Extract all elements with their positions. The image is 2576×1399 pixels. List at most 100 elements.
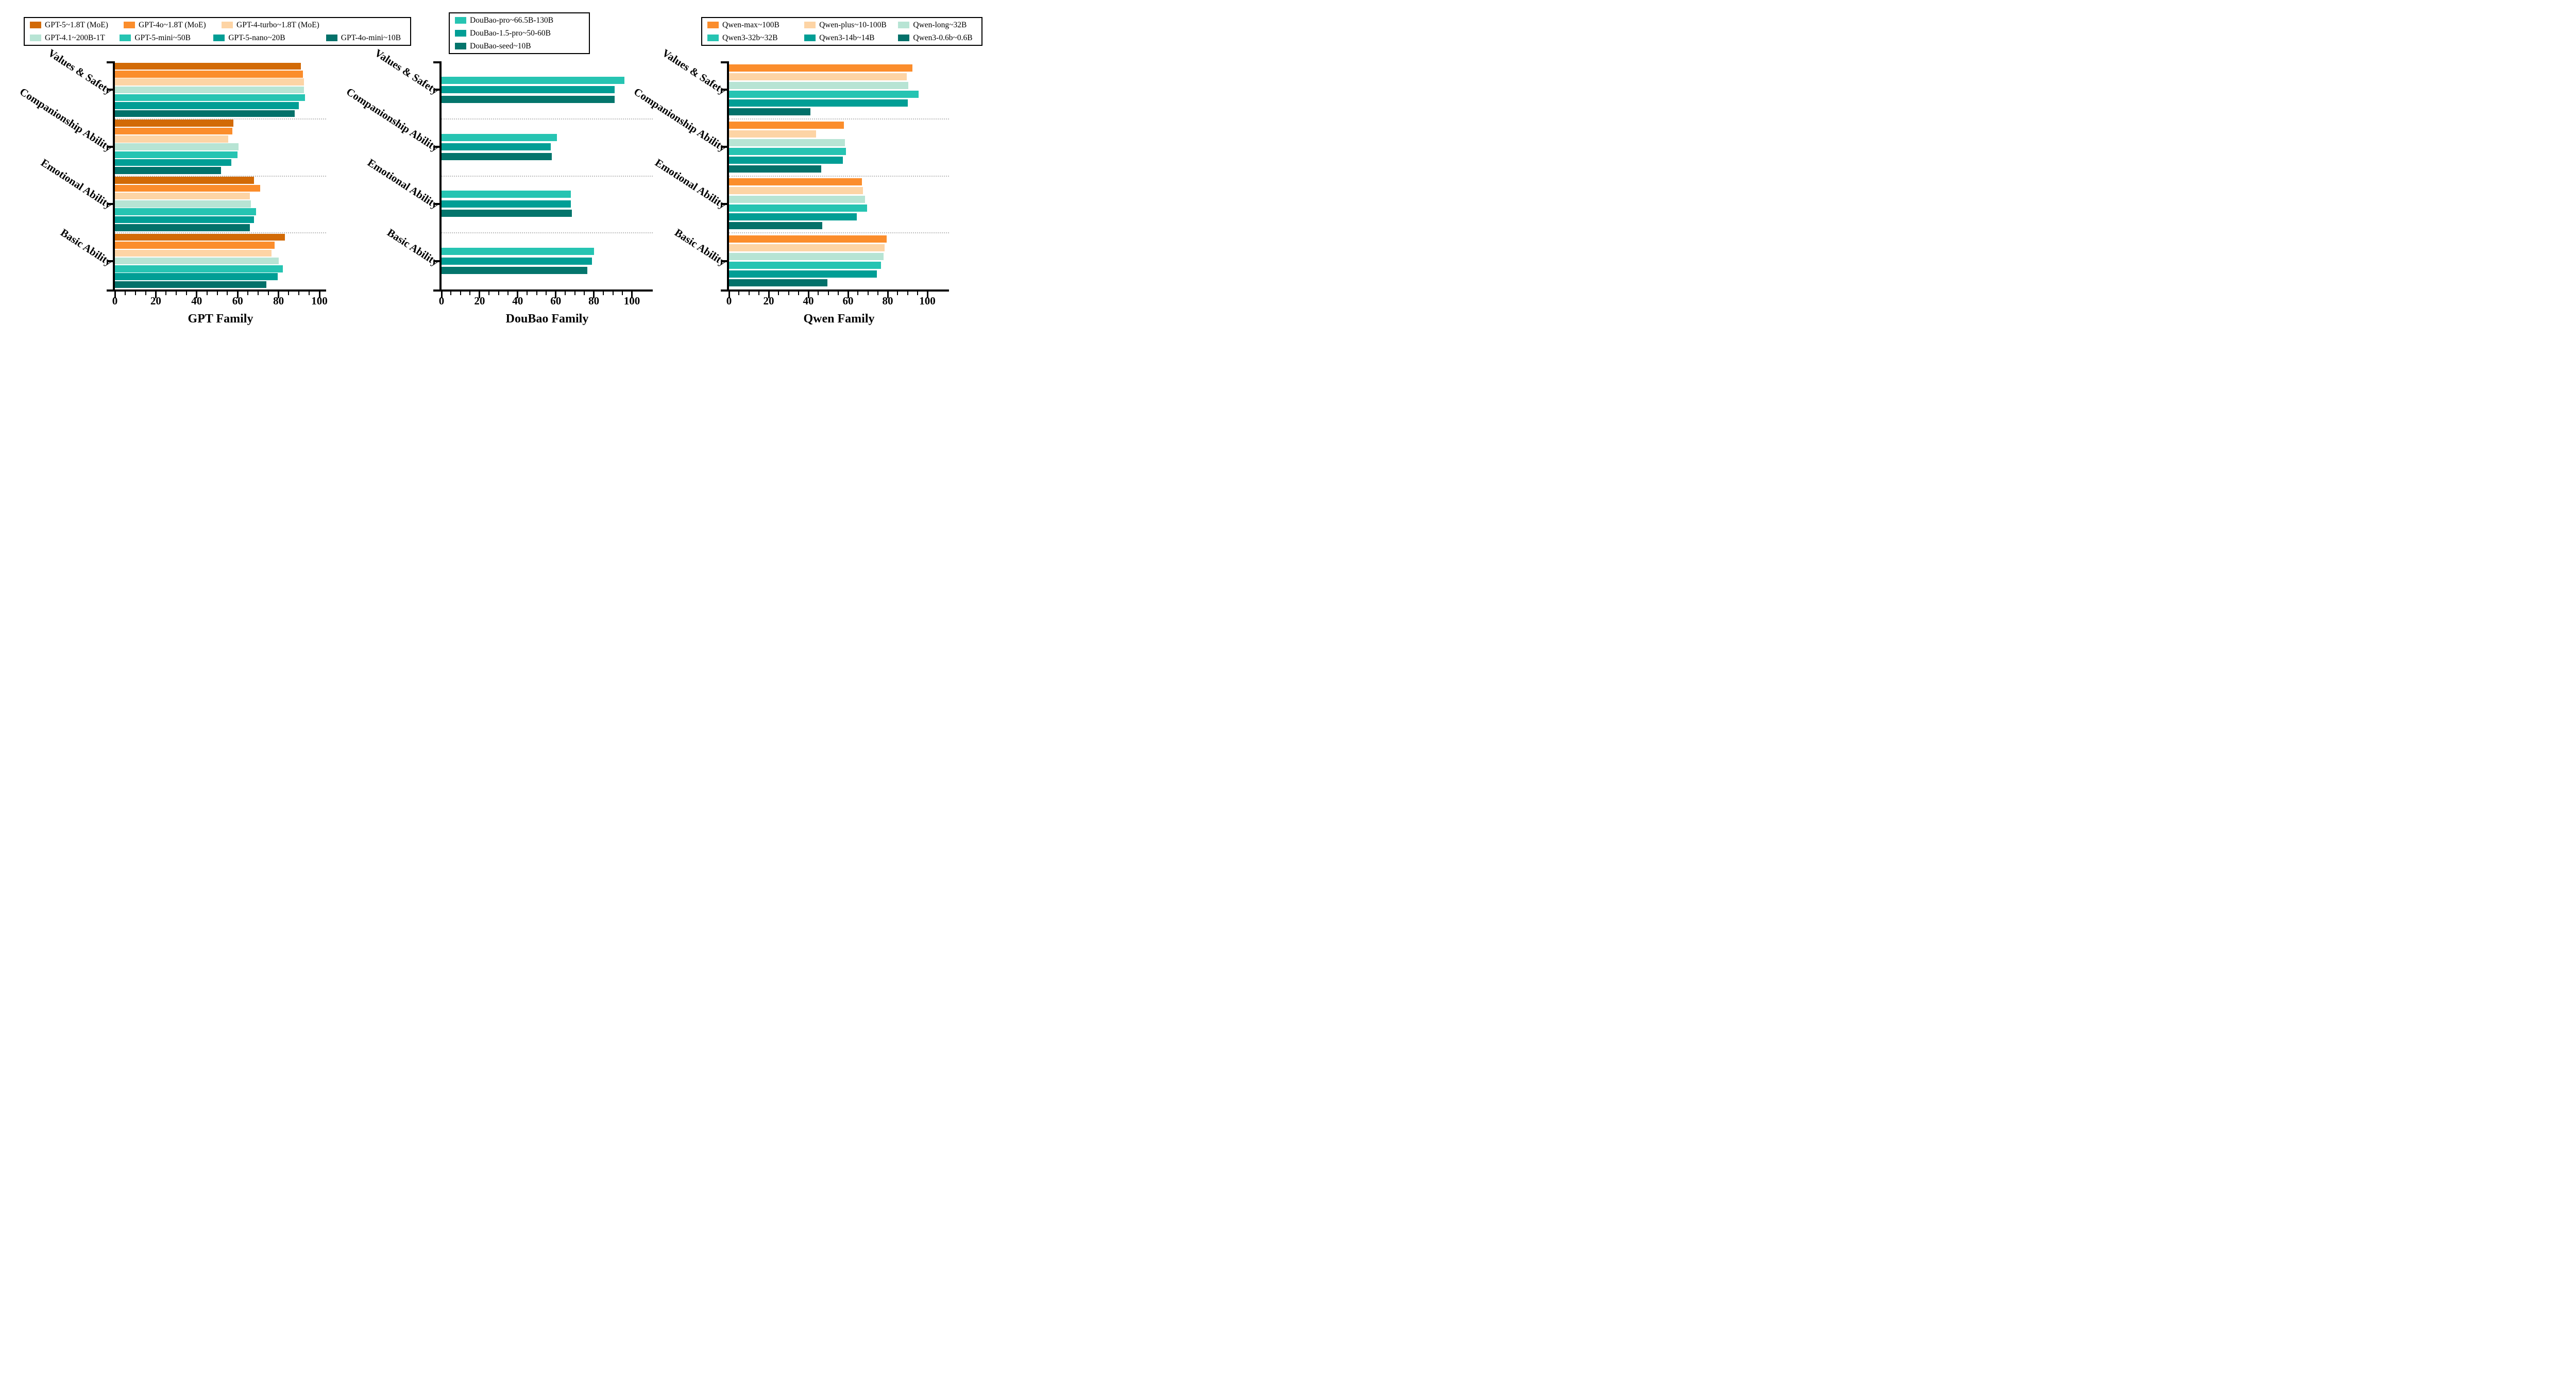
legend-qwen-family: Qwen-max~100B Qwen-plus~10-100B Qwen-long~…: [701, 17, 982, 46]
x-tick-label-100: 100: [623, 295, 640, 307]
y-axis-tick: [433, 202, 439, 205]
legend-row: Qwen-max~100B Qwen-plus~10-100B Qwen-long~…: [707, 19, 976, 31]
x-axis-minor-tick: [124, 292, 126, 295]
legend-swatch-icon: [455, 43, 466, 49]
bar-gpt-5-mini-50b-basic-ability: [115, 265, 283, 272]
legend-label: Qwen-max~100B: [722, 20, 779, 29]
x-axis-major-tick: [155, 292, 157, 298]
group-separator-gridline: [442, 175, 653, 177]
bar-doubao-pro-66-5b-130b-emotional-ability: [442, 191, 571, 198]
x-axis-major-tick: [887, 292, 889, 298]
y-axis-tick: [721, 260, 727, 262]
bar-gpt-4-1-200b-1t-basic-ability: [115, 257, 279, 265]
x-axis-major-tick: [479, 292, 481, 298]
legend-label: DouBao-1.5-pro~50-60B: [470, 28, 551, 38]
group-separator-gridline: [729, 175, 949, 177]
bar-gpt-5-nano-20b-basic-ability: [115, 273, 278, 280]
bar-gpt-4-1-200b-1t-companionship-ability: [115, 143, 239, 150]
x-axis-minor-tick: [818, 292, 819, 295]
bar-gpt-5-1-8t-moe-basic-ability: [115, 233, 285, 241]
x-axis-minor-tick: [527, 292, 528, 295]
bar-gpt-4o-mini-10b-values-safety: [115, 110, 295, 117]
x-axis-minor-tick: [917, 292, 918, 295]
legend-label: GPT-4-turbo~1.8T (MoE): [236, 20, 319, 29]
legend-row: GPT-5~1.8T (MoE) GPT-4o~1.8T (MoE) GPT-4-t…: [30, 19, 405, 31]
legend-swatch-icon: [804, 22, 816, 28]
y-axis-tick: [107, 61, 113, 63]
x-tick-label-0: 0: [726, 295, 732, 307]
bar-qwen3-0-6b-0-6b-basic-ability: [729, 279, 827, 287]
bar-qwen-long-32b-companionship-ability: [729, 139, 845, 146]
x-axis-title-gpt-family: GPT Family: [188, 312, 253, 326]
bar-qwen3-32b-32b-emotional-ability: [729, 204, 867, 212]
x-axis-minor-tick: [565, 292, 566, 295]
x-axis-minor-tick: [778, 292, 779, 295]
x-axis-minor-tick: [309, 292, 310, 295]
group-separator-gridline: [442, 232, 653, 234]
x-axis-minor-tick: [185, 292, 187, 295]
bar-qwen-max-100b-values-safety: [729, 64, 913, 72]
bar-gpt-4o-mini-10b-companionship-ability: [115, 167, 222, 174]
x-tick-label-80: 80: [588, 295, 600, 307]
bar-doubao-pro-66-5b-130b-companionship-ability: [442, 133, 557, 141]
legend-label: Qwen-long~32B: [913, 20, 967, 29]
legend-label: DouBao-seed~10B: [470, 41, 531, 50]
x-axis-minor-tick: [216, 292, 218, 295]
legend-item-doubao-pro-66-5b-130b: DouBao-pro~66.5B-130B: [455, 14, 584, 27]
legend-swatch-icon: [898, 22, 910, 28]
legend-item-qwen-long-32b: Qwen-long~32B: [898, 19, 976, 31]
legend-item-gpt-5-1-8t-moe: GPT-5~1.8T (MoE): [30, 19, 124, 31]
x-axis-minor-tick: [837, 292, 839, 295]
x-axis-minor-tick: [145, 292, 146, 295]
x-tick-label-40: 40: [191, 295, 202, 307]
group-separator-gridline: [115, 175, 326, 177]
x-tick-label-60: 60: [232, 295, 243, 307]
legend-swatch-icon: [455, 17, 466, 24]
legend-swatch-icon: [213, 35, 225, 41]
bar-gpt-4o-1-8t-moe-emotional-ability: [115, 184, 260, 192]
x-axis-major-tick: [114, 292, 116, 298]
legend-item-gpt-5-nano-20b: GPT-5-nano~20B: [213, 31, 326, 44]
legend-swatch-icon: [898, 35, 910, 41]
bar-gpt-5-1-8t-moe-values-safety: [115, 62, 301, 70]
x-axis-minor-tick: [469, 292, 471, 295]
group-separator-gridline: [115, 232, 326, 234]
legend-row: DouBao-pro~66.5B-130B: [455, 14, 584, 27]
bar-doubao-1-5-pro-50-60b-emotional-ability: [442, 200, 571, 208]
legend-item-doubao-1-5-pro-50-60b: DouBao-1.5-pro~50-60B: [455, 27, 584, 40]
x-axis-spine: [439, 289, 653, 292]
x-axis-major-tick: [768, 292, 770, 298]
x-axis-minor-tick: [788, 292, 789, 295]
x-axis-minor-tick: [748, 292, 750, 295]
x-axis-minor-tick: [546, 292, 547, 295]
bar-doubao-1-5-pro-50-60b-basic-ability: [442, 257, 592, 265]
bar-gpt-4-1-200b-1t-emotional-ability: [115, 200, 251, 208]
legend-swatch-icon: [30, 35, 41, 41]
bar-qwen-long-32b-basic-ability: [729, 253, 884, 261]
bar-qwen3-0-6b-0-6b-companionship-ability: [729, 165, 822, 173]
bar-qwen3-32b-32b-companionship-ability: [729, 147, 846, 155]
bar-gpt-4-turbo-1-8t-moe-values-safety: [115, 78, 304, 86]
legend-row: DouBao-1.5-pro~50-60B: [455, 27, 584, 40]
bar-doubao-1-5-pro-50-60b-companionship-ability: [442, 143, 551, 151]
x-axis-minor-tick: [227, 292, 228, 295]
x-axis-minor-tick: [798, 292, 799, 295]
y-axis-tick: [721, 289, 727, 292]
bar-gpt-5-nano-20b-companionship-ability: [115, 159, 232, 166]
x-axis-minor-tick: [488, 292, 490, 295]
legend-row: GPT-4.1~200B-1T GPT-5-mini~50B GPT-5-nano~…: [30, 31, 405, 44]
legend-swatch-icon: [455, 30, 466, 37]
x-axis-minor-tick: [536, 292, 537, 295]
x-axis-minor-tick: [247, 292, 249, 295]
x-axis-minor-tick: [450, 292, 452, 295]
bar-doubao-pro-66-5b-130b-values-safety: [442, 76, 624, 84]
x-axis-minor-tick: [827, 292, 829, 295]
x-axis-major-tick: [440, 292, 443, 298]
bar-qwen3-0-6b-0-6b-values-safety: [729, 108, 810, 115]
y-axis-tick: [433, 289, 439, 292]
x-axis-minor-tick: [857, 292, 859, 295]
y-axis-spine: [113, 61, 115, 292]
bar-qwen3-0-6b-0-6b-emotional-ability: [729, 222, 822, 230]
y-axis-tick: [107, 146, 113, 148]
x-axis-minor-tick: [176, 292, 177, 295]
